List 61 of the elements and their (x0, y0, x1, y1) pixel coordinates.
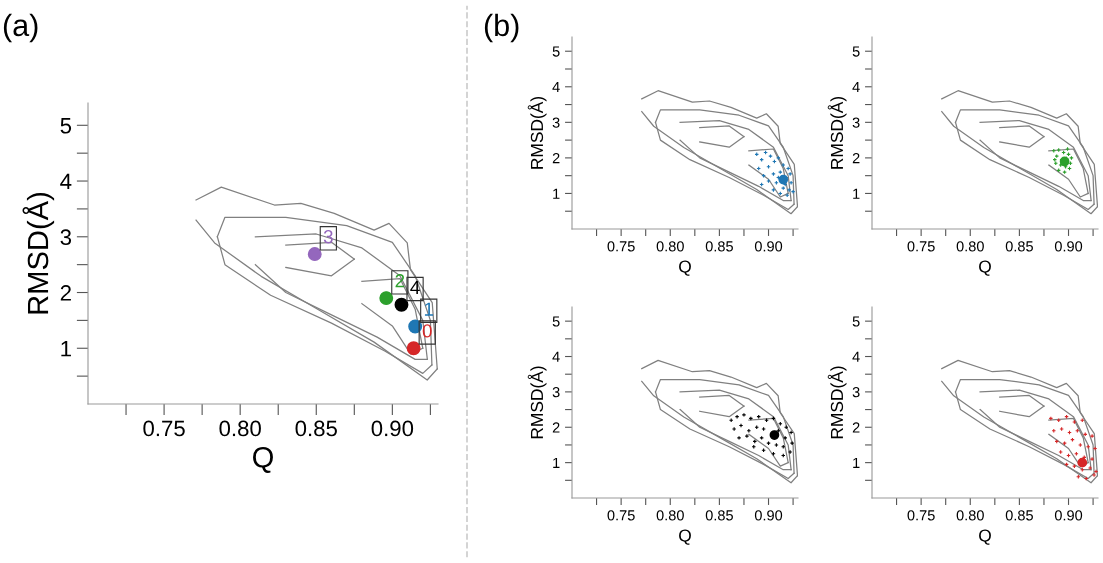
x-tick-label: 0.85 (705, 510, 733, 521)
y-tick-label: 5 (552, 46, 560, 57)
y-tick-label: 3 (60, 229, 72, 246)
y-tick-label: 5 (60, 118, 72, 134)
y-tick-label: 4 (60, 173, 72, 190)
series-label: 1 (424, 302, 434, 316)
x-tick-label: 0.80 (219, 420, 261, 437)
y-tick-label: 5 (552, 316, 560, 327)
x-tick-label: 0.75 (607, 241, 635, 252)
x-tick-label: 0.80 (656, 241, 684, 252)
y-tick-label: 1 (553, 188, 560, 199)
y-axis-title: RMSD(Å) (527, 366, 547, 439)
y-tick-label: 3 (852, 117, 860, 128)
chart-title: (a) (3, 13, 38, 43)
x-tick-label: 0.80 (656, 510, 684, 521)
x-axis-title: Q (679, 260, 691, 276)
y-tick-label: 5 (852, 316, 860, 327)
x-tick-label: 0.80 (956, 241, 984, 252)
x-tick-label: 0.85 (705, 241, 733, 252)
x-tick-label: 0.75 (907, 241, 935, 252)
chart-title: (b) (484, 13, 519, 43)
x-axis-title: Q (979, 260, 991, 276)
x-tick-label: 0.75 (907, 510, 935, 521)
x-tick-label: 0.90 (1054, 510, 1083, 521)
y-tick-label: 2 (852, 422, 860, 433)
y-axis-title: RMSD(Å) (827, 366, 847, 439)
series-label: 0 (422, 324, 432, 338)
x-axis-title: Q (253, 447, 273, 473)
x-tick-label: 0.90 (371, 420, 414, 437)
y-tick-label: 1 (61, 341, 71, 357)
x-tick-label: 0.75 (607, 510, 635, 521)
y-tick-label: 4 (852, 351, 860, 362)
y-axis-title: RMSD(Å) (527, 96, 547, 169)
series-label: 2 (395, 274, 405, 288)
x-tick-label: 0.85 (1005, 510, 1033, 521)
y-tick-label: 2 (552, 422, 560, 433)
y-axis-title: RMSD(Å) (827, 96, 847, 169)
y-tick-label: 2 (60, 285, 71, 301)
y-tick-label: 3 (552, 117, 560, 128)
x-tick-label: 0.85 (295, 420, 337, 437)
x-axis-title: Q (979, 529, 991, 545)
y-tick-label: 4 (852, 82, 860, 93)
y-tick-label: 1 (553, 457, 560, 468)
x-tick-label: 0.90 (754, 510, 783, 521)
y-axis-title: RMSD(Å) (22, 192, 55, 314)
y-tick-label: 4 (552, 82, 560, 93)
y-tick-label: 1 (853, 188, 860, 199)
y-tick-label: 5 (852, 46, 860, 57)
x-tick-label: 0.80 (956, 510, 984, 521)
x-axis-title: Q (679, 529, 691, 545)
x-tick-label: 0.90 (754, 241, 783, 252)
x-tick-label: 0.85 (1005, 241, 1033, 252)
y-tick-label: 2 (552, 152, 560, 164)
y-tick-label: 2 (852, 152, 860, 164)
y-tick-label: 1 (853, 457, 860, 468)
y-tick-label: 4 (552, 351, 560, 362)
series-label: 4 (410, 280, 420, 294)
x-tick-label: 0.75 (143, 420, 185, 437)
y-tick-label: 3 (552, 386, 560, 398)
x-tick-label: 0.90 (1054, 241, 1083, 252)
y-tick-label: 3 (852, 386, 860, 398)
